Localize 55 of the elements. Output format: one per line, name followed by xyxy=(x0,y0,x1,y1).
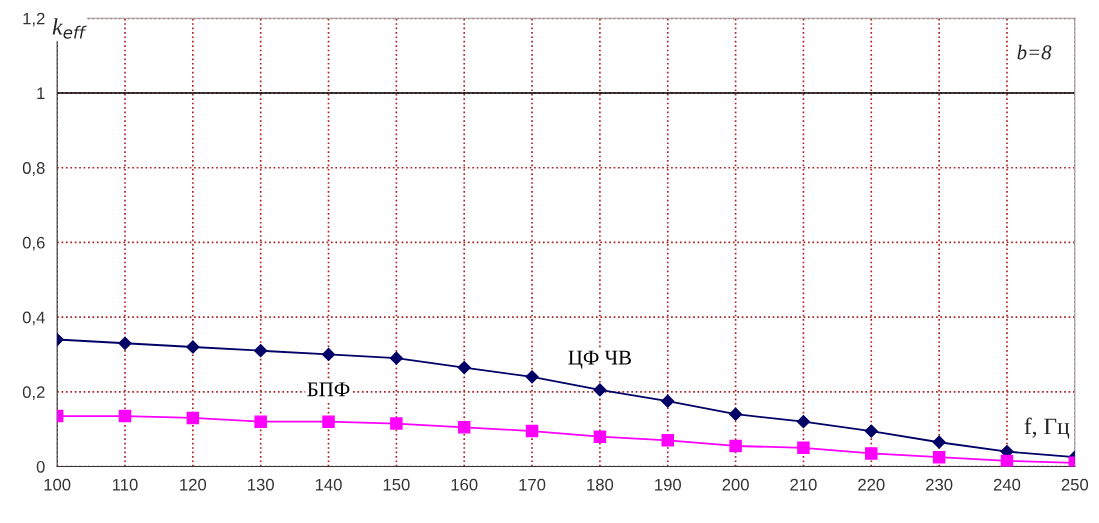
x-tick-label: 250 xyxy=(1061,478,1089,491)
point xyxy=(729,439,742,453)
annotation: b=8 xyxy=(1017,44,1052,60)
x-tick-label: 190 xyxy=(655,478,682,491)
point xyxy=(118,409,132,423)
x-tick-label: 160 xyxy=(451,478,478,491)
point xyxy=(118,336,132,350)
point xyxy=(254,344,268,358)
y-tick-label: 0,6 xyxy=(22,236,45,251)
point xyxy=(389,351,403,365)
x-tick-label: 110 xyxy=(112,478,138,491)
point xyxy=(864,424,878,438)
point xyxy=(457,421,471,434)
series-label: БПФ xyxy=(307,382,350,397)
point xyxy=(661,394,675,408)
point xyxy=(796,415,811,429)
point xyxy=(797,441,810,455)
y-tick-label: 0,8 xyxy=(22,162,45,176)
point xyxy=(593,430,607,443)
y-tick-label: 0,2 xyxy=(22,386,45,400)
x-tick-label: 150 xyxy=(383,478,410,491)
x-tick-label: 240 xyxy=(993,478,1021,491)
point xyxy=(593,383,607,397)
series-label: ЦФ ЧВ xyxy=(568,350,631,369)
y-tick-label: 1,2 xyxy=(23,12,45,27)
x-tick-label: 210 xyxy=(790,478,817,491)
point xyxy=(932,450,946,464)
x-tick-label: 100 xyxy=(44,478,71,491)
y-axis-title: k$_{eff}$ xyxy=(52,18,87,39)
point xyxy=(390,417,403,430)
point xyxy=(186,411,200,425)
point xyxy=(254,415,267,428)
point xyxy=(457,360,471,375)
x-tick-label: 170 xyxy=(519,478,546,491)
x-tick-label: 180 xyxy=(587,478,614,491)
point xyxy=(525,370,539,384)
point xyxy=(661,434,675,447)
point xyxy=(932,435,946,449)
point xyxy=(321,347,336,362)
x-tick-label: 130 xyxy=(248,478,274,491)
point xyxy=(525,424,539,438)
point xyxy=(729,407,743,421)
y-tick-label: 0,4 xyxy=(22,311,45,326)
point xyxy=(322,415,335,428)
point xyxy=(186,340,200,354)
x-tick-label: 140 xyxy=(315,478,342,491)
point xyxy=(865,447,878,460)
x-tick-label: 230 xyxy=(926,478,953,491)
x-tick-label: 120 xyxy=(180,478,207,491)
x-tick-label: 220 xyxy=(858,478,885,491)
point xyxy=(1000,454,1014,467)
x-tick-label: 200 xyxy=(722,478,749,491)
y-tick-label: 1 xyxy=(37,87,45,100)
x-axis-title: f, Гц xyxy=(1024,417,1070,439)
y-tick-label: 0 xyxy=(36,460,45,473)
